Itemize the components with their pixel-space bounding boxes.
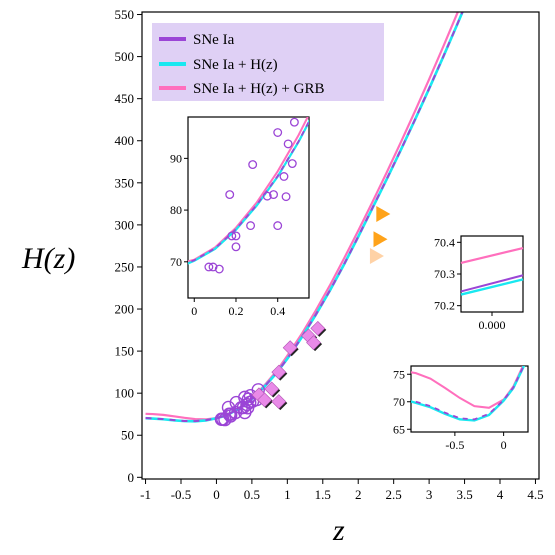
inset-data-point	[283, 139, 293, 149]
inset-x-tick-label: 0	[501, 438, 507, 452]
inset-data-point	[281, 192, 291, 202]
legend-box	[152, 23, 384, 101]
data-point-circle	[221, 400, 236, 415]
legend-label-sne-hz-grb: SNe Ia + H(z) + GRB	[193, 81, 324, 97]
inset-data-frame	[187, 116, 310, 299]
inset-data-point	[262, 191, 272, 201]
x-tick-label: 0	[213, 487, 220, 502]
x-tick-label: 0.5	[244, 487, 260, 502]
data-point-diamond	[271, 394, 287, 410]
inset-y-tick-label: 70	[393, 395, 405, 409]
inset-x-tick-label: 0	[191, 304, 197, 318]
y-tick-label: 500	[115, 49, 135, 64]
data-point-diamond	[282, 340, 298, 356]
y-tick-label: 100	[115, 386, 135, 401]
inset-y-tick-label: 90	[170, 151, 182, 165]
inset-data-point	[231, 242, 241, 252]
inset-negative-frame	[410, 365, 529, 433]
y-tick-label: 300	[115, 217, 135, 232]
legend-label-sne-hz: SNe Ia + H(z)	[193, 57, 278, 73]
inset-zoom-line-pink	[460, 246, 524, 264]
legend-label-sne: SNe Ia	[193, 32, 235, 48]
x-tick-label: 1.5	[315, 487, 331, 502]
y-tick-label: 0	[128, 470, 135, 485]
y-tick-label: 450	[115, 91, 135, 106]
data-point-triangle	[373, 231, 388, 248]
inset-data-point	[273, 128, 283, 137]
y-axis-ticks: 0 50 100 150 200 250 300 350 400 450 500 550	[115, 7, 142, 485]
x-tick-label: -1	[140, 487, 151, 502]
inset-x-tick-label: 0.2	[228, 304, 243, 318]
inset-negative-curve-cyan	[411, 366, 526, 422]
plot-area: -1 -0.5 0 0.5 1 1.5 2 2.5 3 3.5 4 4.5 0 50 100 150 200 2…	[115, 7, 544, 502]
inset-y-tick-label: 65	[393, 422, 405, 436]
data-point-triangle	[369, 248, 384, 265]
inset-data-point	[225, 190, 235, 200]
y-tick-label: 550	[115, 7, 135, 22]
data-point-diamond	[306, 335, 321, 351]
inset-data-point	[204, 262, 214, 272]
y-tick-label: 250	[115, 259, 135, 274]
y-tick-label: 200	[115, 302, 135, 317]
inset-y-tick-label: 70.4	[434, 235, 455, 249]
x-tick-label: 4	[497, 487, 504, 502]
inset-zoom-line-purple	[460, 274, 524, 293]
x-tick-label: 3	[426, 487, 433, 502]
data-point-triangle	[376, 205, 391, 222]
inset-data-point	[231, 231, 241, 241]
x-axis-title: z	[332, 514, 345, 547]
legend: SNe Ia SNe Ia + H(z) SNe Ia + H(z) + GRB	[152, 23, 384, 101]
inset-y-tick-label: 75	[393, 367, 405, 381]
x-axis-ticks: -1 -0.5 0 0.5 1 1.5 2 2.5 3 3.5 4 4.5	[140, 479, 544, 502]
data-point-diamond	[271, 364, 287, 380]
x-tick-label: -0.5	[171, 487, 192, 502]
inset-negative-curve-pink	[411, 366, 524, 409]
inset-data-curves	[188, 117, 309, 274]
inset-data-points: 0 0.2 0.4 70 80 90	[170, 116, 310, 318]
inset-zoom-h0: 0.000 70.2 70.3 70.4	[434, 235, 524, 332]
inset-negative-z: -0.5 0 65 70 75	[393, 365, 529, 452]
inset-data-point	[289, 117, 299, 127]
data-point-diamond	[310, 320, 326, 336]
inset-x-tick-label: -0.5	[445, 438, 464, 452]
data-point-diamond	[264, 381, 280, 397]
inset-y-tick-label: 70	[170, 255, 182, 269]
y-tick-label: 50	[121, 428, 134, 443]
inset-data-point	[269, 190, 278, 200]
inset-data-point	[208, 262, 218, 272]
y-tick-label: 150	[115, 344, 135, 359]
x-tick-label: 3.5	[456, 487, 472, 502]
inset-data-point	[273, 221, 283, 231]
inset-y-tick-label: 70.3	[434, 267, 455, 281]
x-tick-label: 2.5	[386, 487, 402, 502]
inset-x-tick-label: 0.000	[479, 318, 506, 332]
inset-data-point	[214, 264, 224, 274]
inset-zoom-line-cyan	[460, 278, 524, 296]
inset-y-tick-label: 80	[170, 203, 182, 217]
x-tick-label: 4.5	[527, 487, 543, 502]
main-curves	[145, 12, 464, 423]
x-tick-label: 2	[355, 487, 362, 502]
inset-zoom-frame	[460, 235, 524, 313]
y-axis-title: H(z)	[21, 242, 75, 275]
curve-sne-hz-grb	[145, 12, 460, 421]
main-markers	[214, 205, 391, 427]
inset-negative-curves	[411, 366, 526, 422]
inset-data-point	[279, 172, 289, 181]
inset-data-point	[287, 159, 297, 168]
data-point-diamond	[257, 392, 273, 408]
x-tick-label: 1	[284, 487, 291, 502]
y-tick-label: 350	[115, 175, 135, 190]
inset-data-point	[248, 160, 258, 170]
inset-x-tick-label: 0.4	[270, 304, 285, 318]
inset-data-point	[246, 221, 256, 231]
plot-frame	[141, 11, 540, 480]
y-tick-label: 400	[115, 133, 135, 148]
inset-y-tick-label: 70.2	[434, 299, 455, 313]
inset-data-point	[227, 231, 237, 241]
curve-sne	[145, 12, 464, 423]
